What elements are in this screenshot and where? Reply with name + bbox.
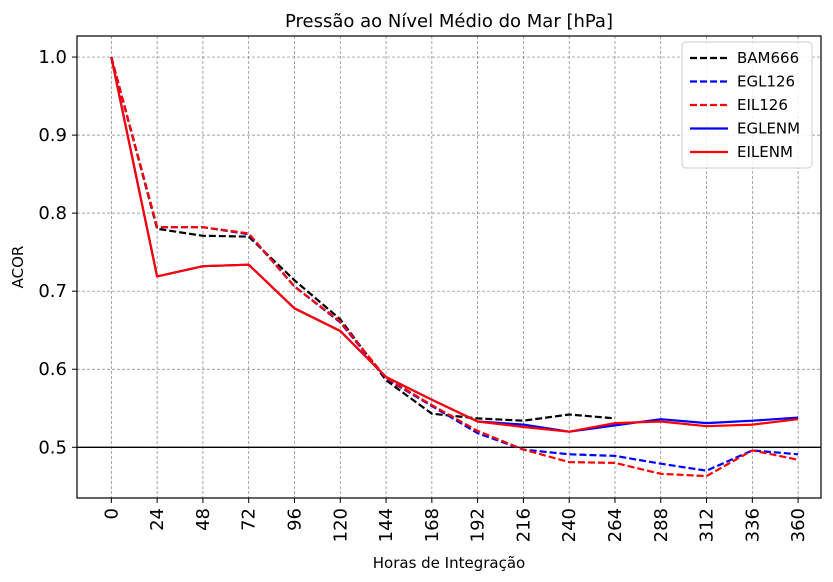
- y-axis-label: ACOR: [9, 246, 27, 289]
- x-tick-label: 288: [651, 508, 672, 542]
- x-tick-label: 312: [697, 508, 718, 542]
- x-tick-label: 360: [788, 508, 809, 542]
- x-tick-label: 120: [330, 508, 351, 542]
- series-group: [110, 56, 799, 478]
- x-tick-label: 216: [513, 508, 534, 542]
- legend-label-egl126: EGL126: [737, 73, 795, 91]
- x-ticks: 0 24 48 72 96 120 144 168 192 216 240 264 288 312 336 3…: [101, 498, 809, 542]
- x-tick-label: 192: [468, 508, 489, 542]
- x-tick-label: 24: [147, 508, 168, 531]
- x-axis-label: Horas de Integração: [373, 554, 525, 572]
- y-ticks: 0.5 0.6 0.7 0.8 0.9 1.0: [38, 47, 77, 458]
- x-tick-label: 168: [422, 508, 443, 542]
- y-tick-label: 0.7: [38, 281, 67, 302]
- x-tick-label: 72: [239, 508, 260, 531]
- legend-label-eglenm: EGLENM: [737, 120, 800, 138]
- y-tick-label: 1.0: [38, 47, 67, 68]
- x-tick-label: 264: [605, 508, 626, 542]
- x-tick-label: 336: [742, 508, 763, 542]
- y-tick-label: 0.9: [38, 125, 67, 146]
- x-tick-label: 48: [193, 508, 214, 531]
- x-tick-label: 96: [284, 508, 305, 531]
- plot-frame: [76, 35, 822, 499]
- y-tick-label: 0.5: [38, 437, 67, 458]
- x-tick-label: 240: [559, 508, 580, 542]
- series-line-eilenm: [110, 56, 799, 433]
- x-tick-label: 144: [376, 508, 397, 542]
- x-tick-label: 0: [101, 508, 122, 519]
- y-tick-label: 0.6: [38, 359, 67, 380]
- y-tick-label: 0.8: [38, 203, 67, 224]
- legend: BAM666 EGL126 EIL126 EGLENM EILENM: [681, 41, 813, 169]
- series-line-eil126: [110, 56, 799, 478]
- chart-title: Pressão ao Nível Médio do Mar [hPa]: [285, 11, 613, 32]
- legend-label-eil126: EIL126: [737, 96, 788, 114]
- legend-label-bam666: BAM666: [737, 49, 799, 67]
- legend-label-eilenm: EILENM: [737, 143, 793, 161]
- legend-frame: [681, 41, 813, 169]
